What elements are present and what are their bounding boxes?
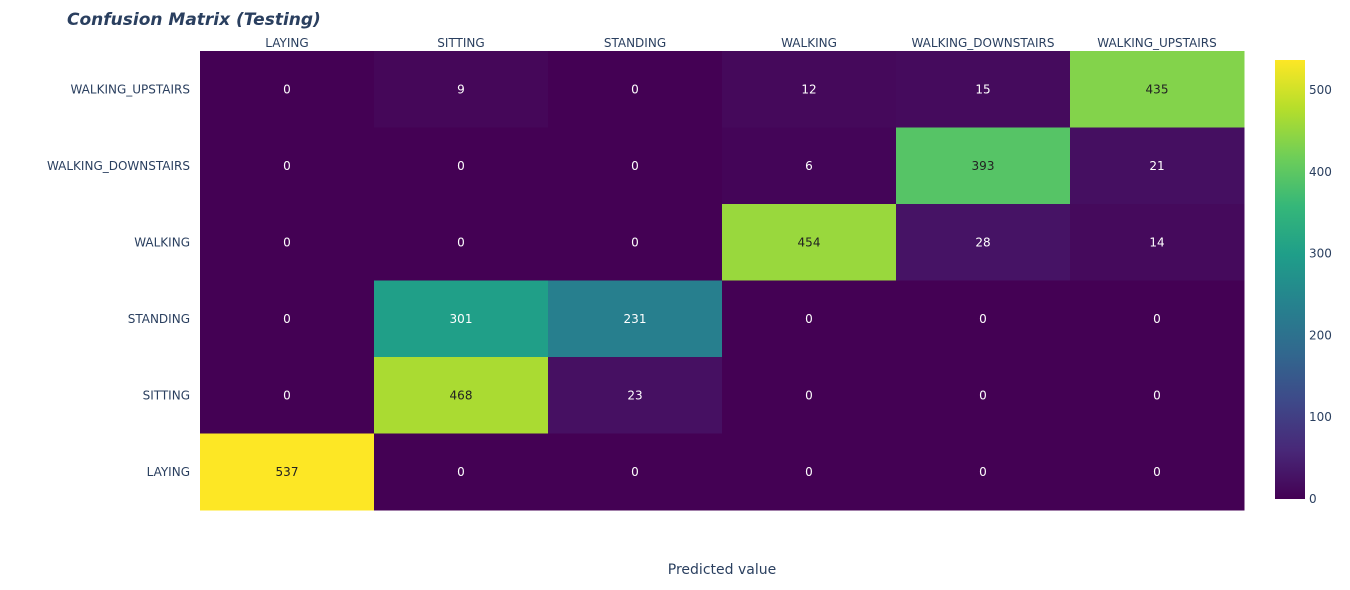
heatmap-cell-standing-sitting[interactable] [374,280,549,358]
cell-value-label: 0 [283,235,291,249]
colorbar-tick-label: 300 [1309,247,1332,261]
heatmap-cell-laying-walking[interactable] [722,433,897,511]
cell-value-label: 0 [283,388,291,402]
cell-value-label: 28 [975,235,990,249]
colorbar-ticks: 0 100 200 300 400 500 [1309,83,1332,506]
y-tick-label-walking: WALKING [134,235,190,249]
heatmap-cell-walking-downstairs-standing[interactable] [548,127,723,205]
chart-title: Confusion Matrix (Testing) [67,10,321,30]
x-tick-label-sitting: SITTING [437,36,484,50]
heatmap-cell-sitting-standing[interactable] [548,357,723,434]
heatmap-cell-standing-laying[interactable] [200,280,375,358]
cell-value-label: 0 [283,312,291,326]
y-tick-label-walking-downstairs: WALKING_DOWNSTAIRS [47,159,190,173]
colorbar-tick-label: 500 [1309,83,1332,97]
colorbar-tick-label: 400 [1309,165,1332,179]
heatmap-cell-walking-upstairs-walking-upstairs[interactable] [1070,51,1245,128]
heatmap-cell-walking-sitting[interactable] [374,204,549,281]
cell-value-label: 0 [805,312,813,326]
x-tick-label-walking-upstairs: WALKING_UPSTAIRS [1097,36,1217,50]
cell-value-label: 0 [1153,388,1161,402]
heatmap-cell-walking-downstairs-laying[interactable] [200,127,375,205]
heatmap-cell-standing-walking-upstairs[interactable] [1070,280,1245,358]
x-tick-label-standing: STANDING [604,36,666,50]
cell-value-label: 0 [631,465,639,479]
cell-value-label: 0 [457,159,465,173]
colorbar-tick-label: 0 [1309,492,1317,506]
x-tick-label-walking: WALKING [781,36,837,50]
cell-value-label: 12 [801,82,816,96]
cell-value-label: 0 [1153,312,1161,326]
heatmap-cell-laying-standing[interactable] [548,433,723,511]
cell-value-label: 15 [975,82,990,96]
heatmap-cell-sitting-walking[interactable] [722,357,897,434]
heatmap-cell-walking-upstairs-sitting[interactable] [374,51,549,128]
colorbar-tick-label: 200 [1309,328,1332,342]
heatmap-cell-laying-laying[interactable] [200,433,375,511]
heatmap-cell-walking-walking-downstairs[interactable] [896,204,1071,281]
heatmap-cell-walking-upstairs-laying[interactable] [200,51,375,128]
heatmap-cells: 0 9 0 12 15 435 0 0 0 6 393 21 0 0 0 454 28 14 0 301 231 0 0 0 0… [200,51,1245,511]
cell-value-label: 393 [972,159,995,173]
y-tick-label-walking-upstairs: WALKING_UPSTAIRS [70,82,190,96]
heatmap-cell-walking-walking[interactable] [722,204,897,281]
y-tick-label-sitting: SITTING [143,388,190,402]
cell-value-label: 14 [1149,235,1164,249]
heatmap-cell-walking-downstairs-walking-upstairs[interactable] [1070,127,1245,205]
cell-value-label: 301 [450,312,473,326]
heatmap-cell-standing-walking-downstairs[interactable] [896,280,1071,358]
cell-value-label: 9 [457,82,465,96]
heatmap-cell-walking-downstairs-sitting[interactable] [374,127,549,205]
cell-value-label: 0 [805,465,813,479]
heatmap-cell-sitting-sitting[interactable] [374,357,549,434]
colorbar-tick-label: 100 [1309,410,1332,424]
cell-value-label: 435 [1146,82,1169,96]
colorbar-gradient [1275,60,1305,499]
cell-value-label: 454 [798,235,821,249]
cell-value-label: 0 [631,159,639,173]
heatmap-cell-walking-upstairs-standing[interactable] [548,51,723,128]
x-tick-label-walking-downstairs: WALKING_DOWNSTAIRS [911,36,1054,50]
cell-value-label: 537 [276,465,299,479]
heatmap-cell-standing-standing[interactable] [548,280,723,358]
x-tick-label-laying: LAYING [265,36,308,50]
heatmap-cell-laying-walking-downstairs[interactable] [896,433,1071,511]
cell-value-label: 23 [627,388,642,402]
y-tick-label-standing: STANDING [128,312,190,326]
cell-value-label: 0 [979,312,987,326]
y-axis-ticks: WALKING_UPSTAIRS WALKING_DOWNSTAIRS WALKIN… [47,82,190,479]
heatmap-cell-laying-walking-upstairs[interactable] [1070,433,1245,511]
cell-value-label: 0 [457,235,465,249]
cell-value-label: 21 [1149,159,1164,173]
heatmap-cell-sitting-walking-upstairs[interactable] [1070,357,1245,434]
x-axis-title: Predicted value [668,562,776,578]
heatmap-cell-laying-sitting[interactable] [374,433,549,511]
colorbar: 0 100 200 300 400 500 [1275,60,1332,506]
cell-value-label: 0 [631,235,639,249]
cell-value-label: 0 [979,465,987,479]
heatmap-cell-walking-upstairs-walking[interactable] [722,51,897,128]
y-tick-label-laying: LAYING [147,465,190,479]
heatmap-cell-walking-standing[interactable] [548,204,723,281]
heatmap-cell-sitting-laying[interactable] [200,357,375,434]
cell-value-label: 468 [450,388,473,402]
cell-value-label: 0 [283,82,291,96]
cell-value-label: 0 [457,465,465,479]
cell-value-label: 0 [631,82,639,96]
heatmap-cell-walking-downstairs-walking[interactable] [722,127,897,205]
heatmap-cell-walking-walking-upstairs[interactable] [1070,204,1245,281]
cell-value-label: 6 [805,159,813,173]
heatmap-cell-walking-upstairs-walking-downstairs[interactable] [896,51,1071,128]
heatmap-cell-sitting-walking-downstairs[interactable] [896,357,1071,434]
heatmap-cell-walking-laying[interactable] [200,204,375,281]
cell-value-label: 0 [805,388,813,402]
cell-value-label: 0 [283,159,291,173]
cell-value-label: 0 [979,388,987,402]
heatmap-cell-walking-downstairs-walking-downstairs[interactable] [896,127,1071,205]
cell-value-label: 231 [624,312,647,326]
x-axis-ticks: LAYING SITTING STANDING WALKING WALKING_DOWN… [265,36,1216,50]
cell-value-label: 0 [1153,465,1161,479]
heatmap-cell-standing-walking[interactable] [722,280,897,358]
